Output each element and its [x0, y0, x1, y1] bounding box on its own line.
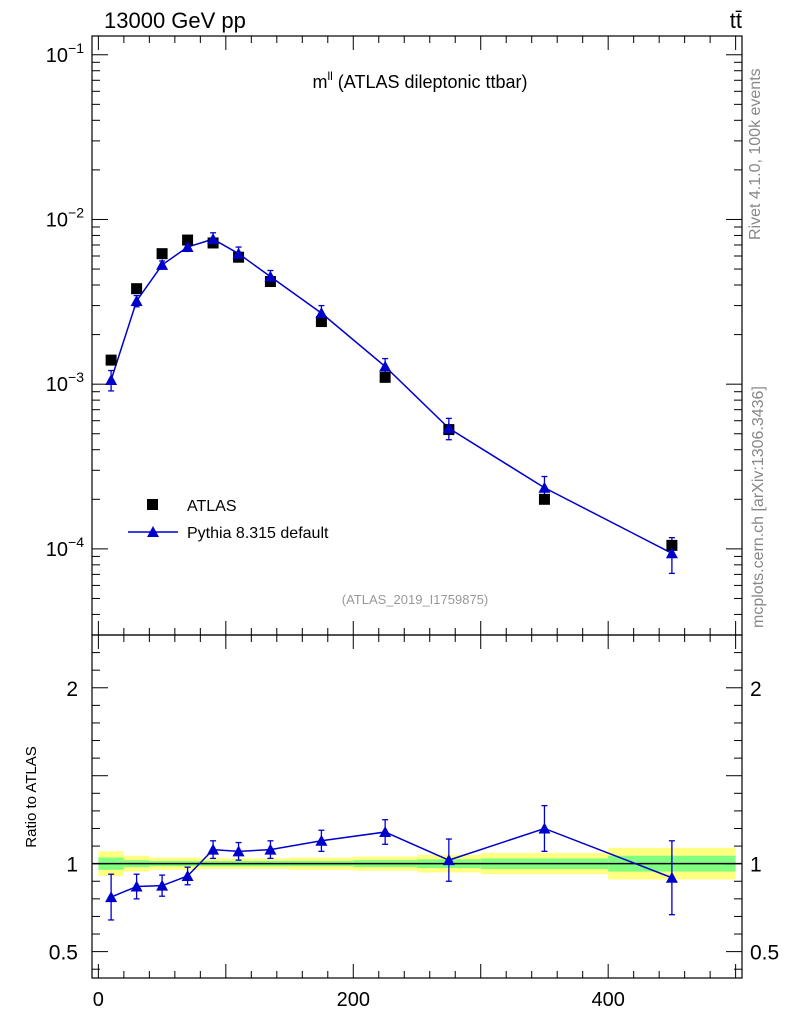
mc-data-point [232, 247, 245, 259]
ratio-data-point [538, 822, 551, 834]
mc-data-point [207, 233, 220, 245]
chart-title: mll (ATLAS dileptonic ttbar) [312, 69, 527, 92]
ratio-y-tick-label-right: 1 [750, 854, 762, 877]
x-tick-label: 200 [337, 989, 370, 1011]
side-source-label: mcplots.cern.ch [arXiv:1306.3436] [750, 386, 767, 628]
ratio-data-point [232, 845, 245, 857]
ratio-data-point [105, 891, 118, 903]
x-tick-label: 0 [93, 989, 104, 1011]
atlas-data-point [182, 234, 194, 246]
mc-data-point [105, 374, 118, 386]
y-tick-label: 10−4 [46, 534, 84, 561]
atlas-data-point [666, 539, 678, 551]
ratio-plot: 0 200 400 0.5 0.5 1 1 2 2 [49, 634, 779, 1011]
x-tick-label: 400 [591, 989, 624, 1011]
ratio-data-point [207, 843, 220, 855]
atlas-data-point [538, 493, 550, 505]
atlas-data-point [105, 354, 117, 366]
atlas-data-point [315, 316, 327, 328]
atlas-data-point [156, 248, 168, 260]
header-left: 13000 GeV pp [104, 8, 246, 33]
ratio-frame [91, 634, 743, 979]
y-tick-label: 10−3 [46, 369, 84, 396]
ratio-y-tick-label-right: 0.5 [750, 942, 779, 965]
mc-data-point [264, 270, 277, 282]
mc-data-point [442, 422, 455, 434]
main-plot: 10−4 10−3 10−2 10−1 [46, 35, 743, 636]
ratio-y-tick-label: 1 [66, 854, 78, 877]
ratio-data-point [264, 843, 277, 855]
y-tick-label: 10−2 [46, 204, 84, 231]
ratio-y-tick-label: 2 [66, 678, 78, 701]
mc-data-point [665, 547, 678, 559]
ratio-data-point [379, 826, 392, 838]
ratio-line [110, 827, 673, 898]
ratio-data-point [665, 871, 678, 883]
legend-atlas-label: ATLAS [187, 498, 237, 515]
mc-data-point [181, 241, 194, 253]
mc-data-point [315, 307, 328, 319]
mc-data-point [538, 481, 551, 493]
ratio-data-point [181, 869, 194, 881]
legend: ATLAS Pythia 8.315 default [128, 498, 329, 542]
header-right: tt̄ [730, 8, 742, 33]
ratio-data-point [442, 854, 455, 866]
ratio-y-tick-label-right: 2 [750, 678, 762, 701]
legend-pythia-label: Pythia 8.315 default [187, 525, 329, 542]
ratio-data-point [315, 834, 328, 846]
legend-atlas-marker [147, 499, 158, 510]
mc-line [110, 238, 673, 554]
mc-data-point [156, 258, 169, 270]
side-version-label: Rivet 4.1.0, 100k events [747, 68, 764, 240]
atlas-data-point [379, 371, 391, 383]
legend-pythia-marker [147, 526, 159, 537]
mc-data-point [130, 294, 143, 306]
atlas-data-point [131, 283, 143, 295]
ratio-data-point [130, 880, 143, 892]
ratio-ylabel: Ratio to ATLAS [23, 746, 40, 847]
analysis-label: (ATLAS_2019_I1759875) [342, 592, 488, 607]
ratio-y-tick-label: 0.5 [49, 942, 78, 965]
main-frame [91, 35, 743, 636]
mc-data-point [379, 360, 392, 372]
ratio-data-point [156, 879, 169, 891]
y-tick-label: 10−1 [46, 40, 84, 67]
